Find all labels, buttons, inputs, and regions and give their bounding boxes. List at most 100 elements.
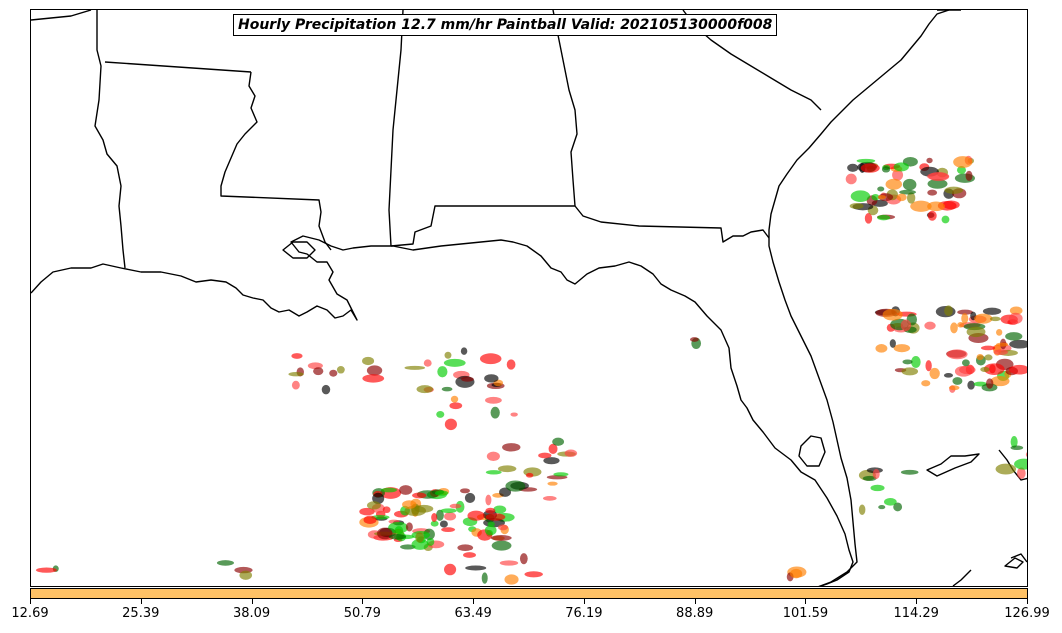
colorbar-tick-label: 50.79	[343, 606, 381, 621]
paintball-blob	[543, 457, 560, 465]
paintball-blob	[862, 475, 877, 482]
paintball-blob	[961, 313, 969, 324]
paintball-blob	[967, 380, 975, 390]
state-border-tx-la	[94, 10, 126, 269]
paintball-blob	[434, 490, 449, 496]
state-border-al-ga	[552, 10, 578, 207]
paintball-blob	[486, 451, 500, 462]
colorbar-tick-label: 76.19	[565, 606, 603, 621]
paintball-blob	[444, 563, 457, 576]
paintball-blob	[974, 313, 993, 324]
paintball-blob	[485, 513, 506, 521]
paintball-blob	[899, 189, 916, 195]
paintball-blob	[484, 525, 497, 536]
colorbar-tick-label: 12.69	[11, 606, 49, 621]
paintball-blob	[896, 193, 907, 202]
paintball-blob	[946, 349, 968, 360]
paintball-blob	[372, 492, 385, 505]
paintball-blob	[449, 402, 463, 410]
paintball-blob	[465, 565, 487, 571]
paintball-blob	[911, 356, 921, 368]
state-border-al-fl	[390, 205, 770, 247]
paintball-blob	[362, 356, 375, 366]
paintball-blob	[893, 502, 903, 512]
colorbar-tick	[473, 599, 475, 604]
map-panel	[30, 9, 1028, 587]
paintball-blob	[927, 210, 937, 221]
colorbar-tick-label: 126.99	[1004, 606, 1050, 621]
paintball-blob	[239, 570, 253, 580]
paintball-blob	[889, 339, 896, 348]
paintball-blob	[440, 508, 457, 514]
paintball-blob	[435, 509, 444, 521]
paintball-blob	[980, 345, 996, 351]
colorbar-tick	[694, 599, 696, 604]
paintball-blob	[499, 560, 519, 566]
paintball-blob	[382, 506, 391, 514]
paintball-blob	[872, 468, 880, 480]
paintball-blob	[497, 524, 508, 531]
paintball-blob	[982, 307, 1002, 315]
paintball-blob	[1008, 312, 1023, 324]
paintball-blob	[381, 487, 398, 493]
paintball-blob	[959, 365, 976, 375]
paintball-blob	[423, 359, 432, 367]
paintball-blob	[1010, 436, 1018, 448]
paintball-blob	[943, 373, 954, 378]
paintball-blob	[388, 521, 409, 534]
paintball-layer	[35, 155, 1027, 585]
paintball-blob	[1014, 458, 1027, 470]
paintball-blob	[485, 396, 502, 404]
paintball-blob	[329, 369, 338, 377]
paintball-blob	[436, 411, 445, 418]
colorbar-tick-label: 114.29	[893, 606, 939, 621]
paintball-blob	[485, 494, 492, 506]
paintball-blob	[388, 533, 407, 540]
paintball-blob	[490, 535, 512, 541]
paintball-blob	[510, 412, 518, 417]
paintball-blob	[493, 505, 507, 514]
florida-keys	[952, 553, 1027, 586]
paintball-blob	[484, 374, 499, 383]
lake-okeechobee	[798, 435, 826, 467]
state-border-ms-la	[220, 71, 332, 251]
paintball-blob	[870, 484, 885, 492]
paintball-blob	[953, 156, 973, 168]
paintball-blob	[927, 201, 945, 212]
paintball-blob	[893, 162, 909, 172]
paintball-blob	[542, 496, 557, 501]
colorbar-tick	[30, 599, 31, 604]
paintball-blob	[883, 498, 897, 506]
paintball-blob	[416, 385, 434, 394]
paintball-blob	[1010, 445, 1024, 451]
paintball-blob	[216, 560, 234, 566]
paintball-blob	[850, 190, 871, 202]
paintball-blob	[892, 169, 904, 181]
paintball-blob	[877, 195, 886, 200]
paintball-blob	[450, 395, 459, 403]
paintball-blob	[926, 157, 933, 164]
map-title: Hourly Precipitation 12.7 mm/hr Paintbal…	[233, 14, 778, 36]
paintball-blob	[437, 366, 448, 378]
paintball-blob	[689, 337, 699, 342]
florida-atlantic-coast	[768, 10, 950, 586]
paintball-blob	[875, 344, 888, 353]
paintball-blob	[524, 571, 543, 578]
paintball-blob	[366, 501, 381, 510]
paintball-blob	[877, 214, 891, 221]
paintball-blob	[399, 485, 413, 495]
paintball-blob	[927, 189, 938, 196]
paintball-blob	[485, 507, 496, 514]
paintball-blob	[1005, 332, 1023, 341]
paintball-blob	[505, 480, 526, 492]
paintball-blob	[487, 521, 495, 527]
paintball-blob	[927, 172, 949, 181]
paintball-blob	[993, 349, 1008, 356]
colorbar-tick-label: 25.39	[122, 606, 160, 621]
paintball-blob	[463, 552, 476, 558]
paintball-blob	[444, 351, 452, 359]
paintball-blob	[966, 326, 986, 338]
paintball-blob	[430, 520, 439, 527]
gulf-coastline	[31, 235, 854, 586]
colorbar-tick	[805, 599, 807, 604]
